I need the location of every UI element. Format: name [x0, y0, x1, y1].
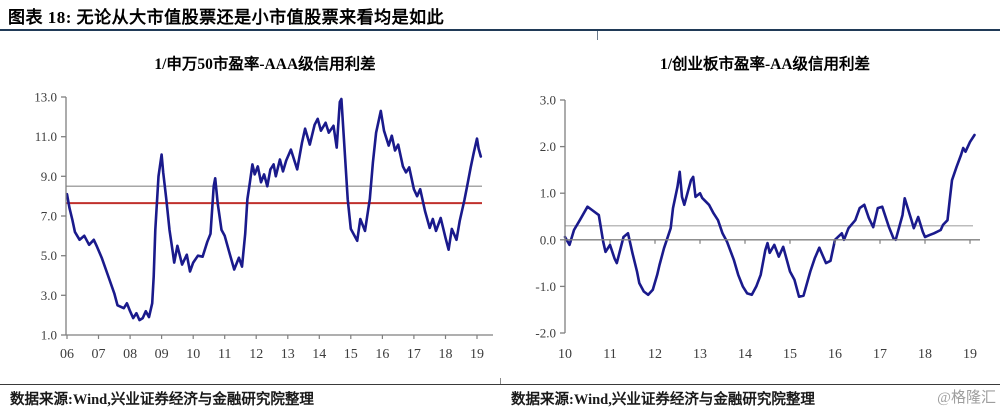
x-tick-label: 10: [558, 347, 572, 362]
y-tick-label: 2.0: [540, 139, 556, 154]
x-tick-label: 09: [155, 347, 169, 362]
x-tick-label: 17: [873, 347, 887, 362]
x-tick-label: 06: [60, 347, 74, 362]
left-chart-panel: 13.0 11.0 9.0 7.0 5.0 3.0 1.006 07 08 09 10 11 12 13 1…: [34, 90, 493, 362]
series-line: [65, 97, 483, 322]
watermark: @格隆汇: [937, 390, 996, 406]
x-tick-label: 18: [918, 347, 932, 362]
y-tick-label: 3.0: [41, 288, 57, 303]
y-tick-label: 9.0: [41, 169, 57, 184]
y-tick-label: 5.0: [41, 248, 57, 263]
x-tick-label: 18: [439, 347, 453, 362]
x-tick-label: 14: [312, 347, 326, 362]
left-chart-title: 1/申万50市盈率-AAA级信用利差: [154, 56, 376, 73]
header-rule: [0, 29, 1000, 31]
data-source-left: 数据来源:Wind,兴业证券经济与金融研究院整理: [10, 392, 314, 408]
x-tick-label: 10: [186, 347, 200, 362]
series-line: [563, 133, 976, 299]
x-tick-label: 07: [92, 347, 106, 362]
x-tick-label: 14: [738, 347, 752, 362]
x-tick-label: 19: [470, 347, 484, 362]
y-tick-label: 1.0: [540, 186, 556, 201]
x-tick-label: 12: [648, 347, 662, 362]
right-chart-title: 1/创业板市盈率-AA级信用利差: [659, 56, 871, 73]
y-tick-label: 7.0: [41, 209, 57, 224]
figure-header-title: 图表 18: 无论从大市值股票还是小市值股票来看均是如此: [8, 8, 445, 27]
x-tick-label: 17: [407, 347, 421, 362]
x-tick-label: 19: [963, 347, 977, 362]
x-tick-label: 11: [218, 347, 231, 362]
right-chart-panel: 3.0 2.0 1.0 0.0 -1.0 -2.010 11 12 13 14 15 16 17 18 19: [535, 93, 980, 362]
y-tick-label: 11.0: [35, 129, 57, 144]
x-tick-label: 11: [603, 347, 616, 362]
y-tick-label: -1.0: [535, 279, 556, 294]
footer-rule-tick: [500, 378, 501, 384]
x-tick-label: 16: [828, 347, 842, 362]
y-tick-label: 13.0: [34, 90, 57, 105]
x-tick-label: 16: [375, 347, 389, 362]
x-tick-label: 15: [783, 347, 797, 362]
y-tick-label: 1.0: [41, 328, 57, 343]
x-tick-label: 13: [693, 347, 707, 362]
header-rule-tick: [597, 31, 598, 40]
y-tick-label: -2.0: [535, 326, 556, 341]
x-tick-label: 08: [123, 347, 137, 362]
x-tick-label: 12: [249, 347, 263, 362]
data-source-right: 数据来源:Wind,兴业证券经济与金融研究院整理: [511, 392, 815, 408]
y-tick-label: 3.0: [540, 93, 556, 108]
x-tick-label: 13: [281, 347, 295, 362]
footer-rule: [0, 384, 1000, 385]
x-tick-label: 15: [344, 347, 358, 362]
y-tick-label: 0.0: [540, 232, 556, 247]
